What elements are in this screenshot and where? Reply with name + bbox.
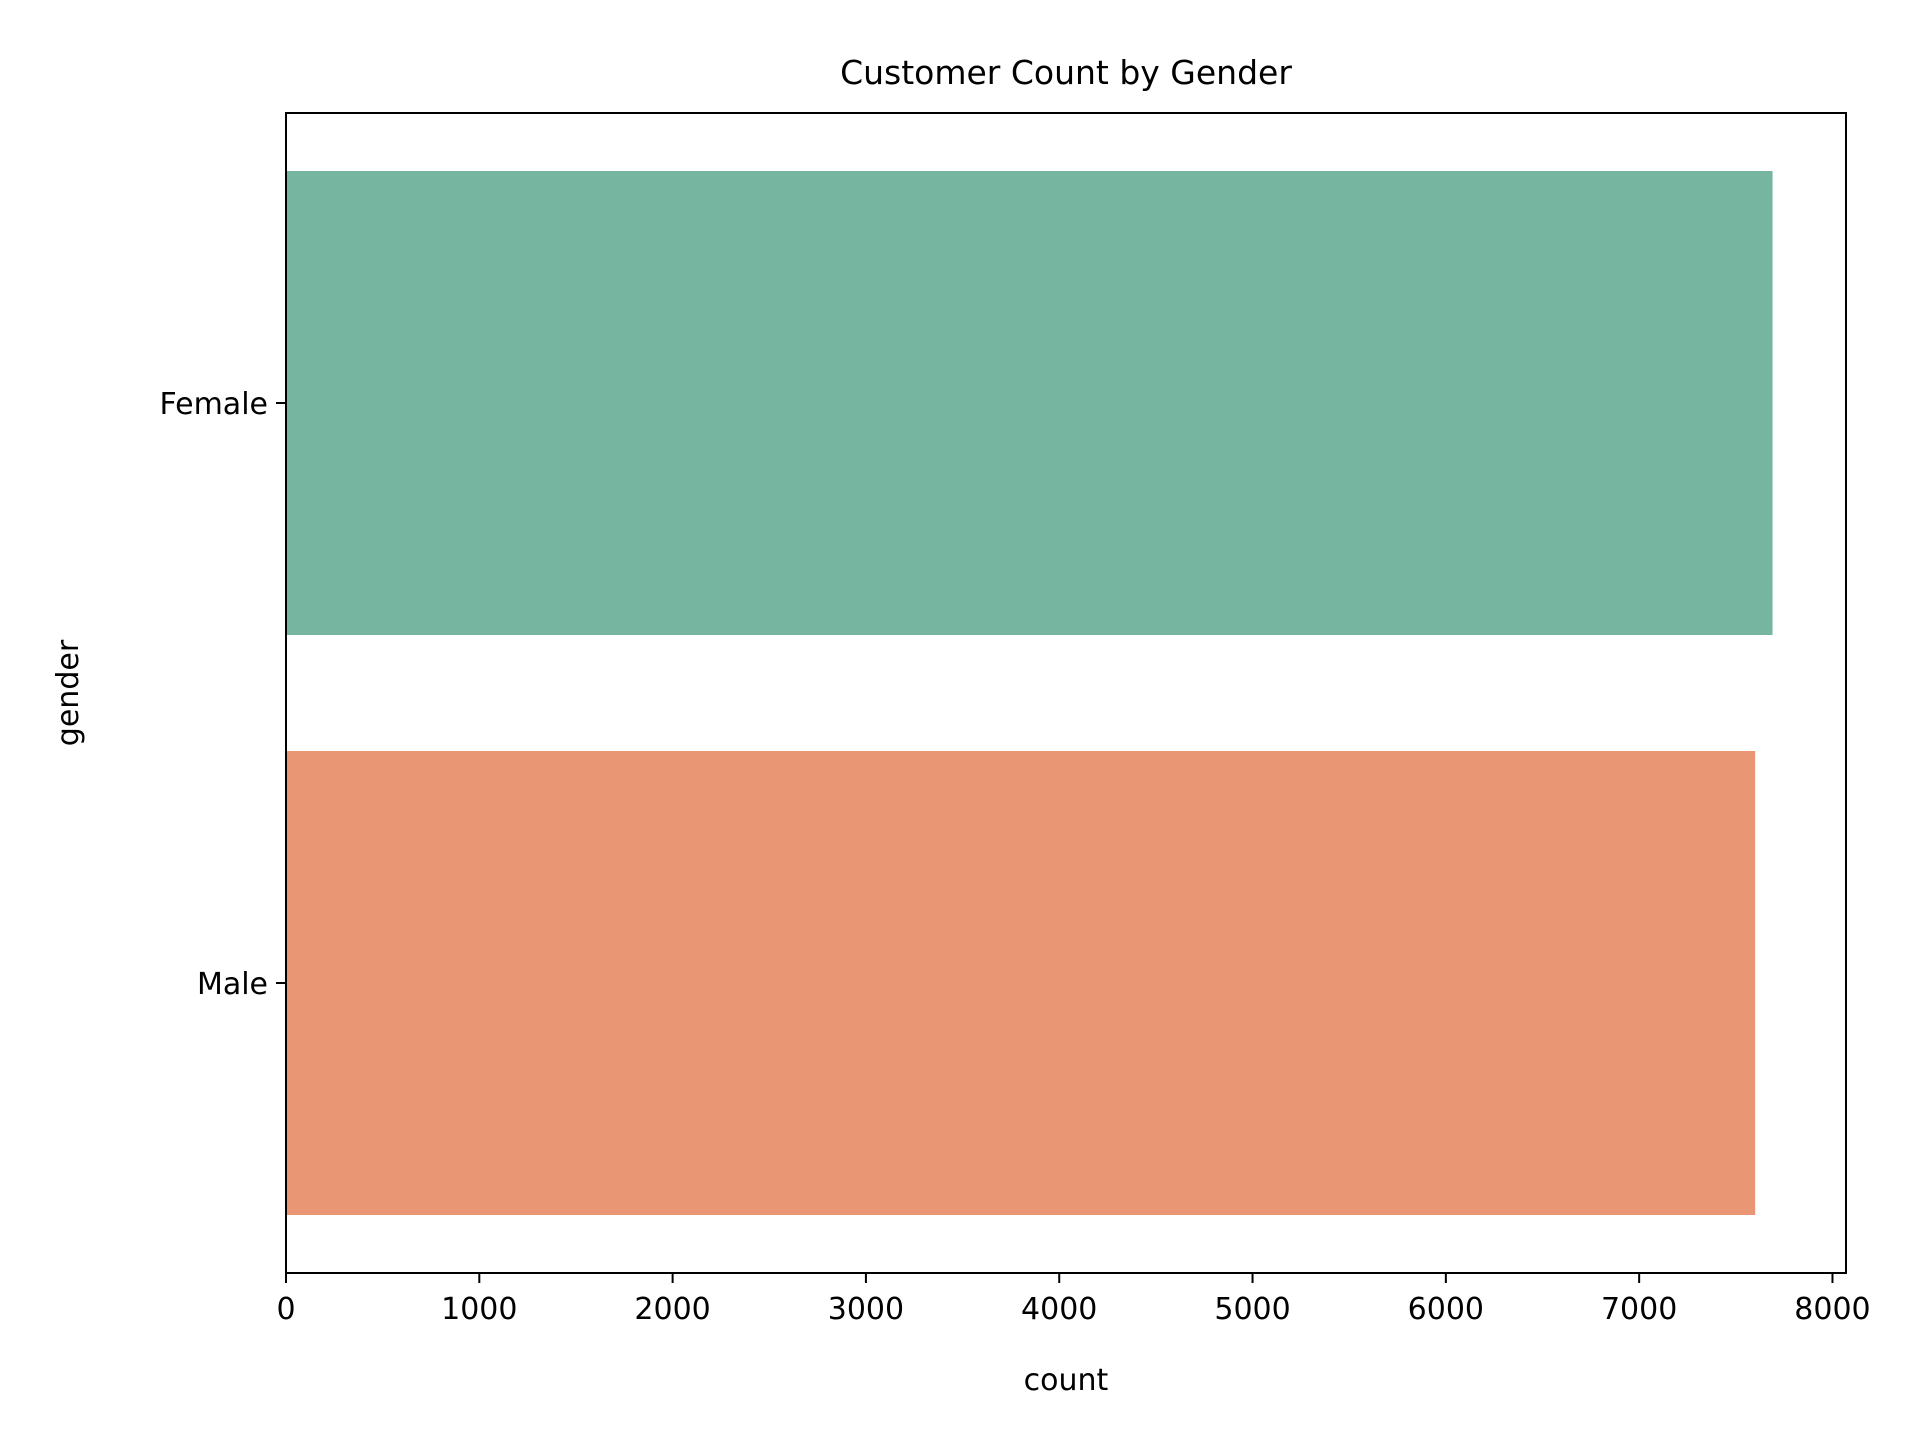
bar-male bbox=[286, 751, 1756, 1215]
x-tick-label: 0 bbox=[276, 1292, 295, 1327]
x-tick-label: 5000 bbox=[1214, 1292, 1290, 1327]
x-tick-label: 4000 bbox=[1021, 1292, 1097, 1327]
bars bbox=[286, 171, 1773, 1215]
x-tick-label: 1000 bbox=[441, 1292, 517, 1327]
bar-female bbox=[286, 171, 1773, 635]
x-tick-label: 8000 bbox=[1794, 1292, 1870, 1327]
y-axis-ticks: Female Male bbox=[160, 387, 286, 1002]
chart-title: Customer Count by Gender bbox=[840, 53, 1292, 92]
x-axis-label: count bbox=[1024, 1363, 1109, 1398]
y-tick-label: Female bbox=[160, 387, 268, 422]
y-tick-label: Male bbox=[197, 967, 268, 1002]
x-axis-ticks: 0 1000 2000 3000 4000 5000 6000 7000 8000 bbox=[276, 1273, 1871, 1327]
x-tick-label: 7000 bbox=[1601, 1292, 1677, 1327]
x-tick-label: 3000 bbox=[828, 1292, 904, 1327]
y-axis-label: gender bbox=[51, 639, 86, 746]
plot-frame bbox=[285, 112, 1847, 1274]
x-tick-label: 2000 bbox=[634, 1292, 710, 1327]
x-tick-label: 6000 bbox=[1408, 1292, 1484, 1327]
